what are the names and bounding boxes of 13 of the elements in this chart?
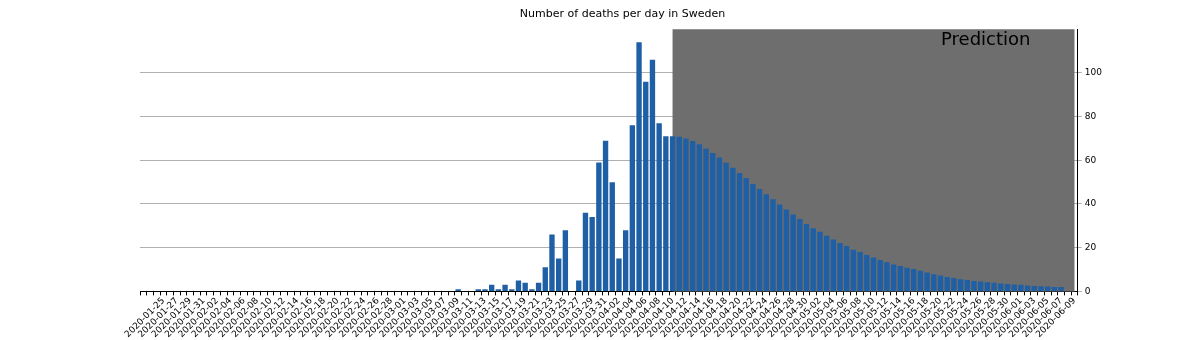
- y-tick-label: 20: [1084, 242, 1097, 253]
- band-label: Prediction: [941, 27, 1031, 49]
- bar: [937, 275, 944, 291]
- bar: [562, 230, 569, 291]
- y-tick-label: 80: [1084, 110, 1097, 121]
- bar: [1004, 283, 1011, 291]
- y-tick-label: 60: [1084, 154, 1097, 165]
- chart-title: Number of deaths per day in Sweden: [519, 7, 726, 21]
- y-tick-label: 40: [1084, 198, 1097, 209]
- bar: [870, 257, 877, 291]
- y-tick-label: 100: [1084, 67, 1103, 78]
- bar: [576, 280, 582, 291]
- y-tick-label: 0: [1084, 285, 1091, 296]
